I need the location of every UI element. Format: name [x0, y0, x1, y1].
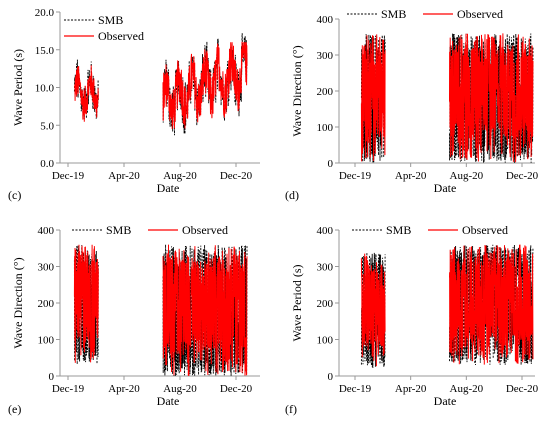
chart-d-y-tick-label: 100 — [317, 122, 334, 134]
chart-e-y-tick-label: 300 — [38, 262, 55, 274]
chart-e-legend-smb-label: SMB — [106, 223, 131, 237]
chart-e-y-tick-label: 200 — [38, 298, 55, 310]
chart-f-x-tick-label: Dec-19 — [339, 383, 372, 395]
chart-c-panel-label: (c) — [8, 188, 21, 202]
chart-d-series-observed-seg1 — [360, 34, 386, 162]
chart-d-panel-label: (d) — [285, 188, 299, 202]
chart-f-legend-smb-label: SMB — [386, 223, 411, 237]
chart-c-y-tick-label: 10.0 — [35, 83, 55, 95]
chart-f-y-axis-label: Wave Period (s) — [290, 264, 304, 341]
chart-c-y-axis-label: Wave Period (s) — [11, 49, 25, 126]
chart-e-legend-observed-label: Observed — [182, 223, 228, 237]
chart-c-x-axis-label: Date — [157, 181, 180, 195]
chart-e-x-axis-label: Date — [157, 394, 180, 408]
chart-f-y-tick-label: 300 — [317, 262, 334, 274]
chart-d-y-axis-label: Wave Direction (°) — [290, 45, 304, 136]
chart-f-series-observed-seg1 — [360, 253, 386, 367]
chart-e-series-observed-seg1 — [73, 244, 99, 363]
chart-c-y-tick-label: 15.0 — [35, 45, 55, 57]
chart-d-y-tick-label: 300 — [317, 50, 334, 62]
chart-d-legend-observed-label: Observed — [457, 7, 503, 21]
chart-c-x-tick-label: Dec-20 — [220, 170, 253, 182]
chart-f-y-tick-label: 100 — [317, 335, 334, 347]
chart-e-x-tick-label: Aug-20 — [163, 383, 197, 395]
chart-d-x-tick-label: Apr-20 — [395, 170, 427, 182]
chart-d-x-tick-label: Aug-20 — [450, 170, 484, 182]
chart-e-y-tick-label: 400 — [38, 225, 55, 237]
chart-e-panel-label: (e) — [8, 402, 21, 416]
chart-c-legend-smb-label: SMB — [98, 13, 123, 27]
chart-e-x-tick-label: Dec-20 — [220, 383, 253, 395]
chart-f-x-tick-label: Apr-20 — [395, 383, 427, 395]
chart-c-y-tick-label: 20.0 — [35, 7, 55, 19]
chart-e-y-tick-label: 0 — [49, 371, 55, 383]
chart-c-x-tick-label: Aug-20 — [163, 170, 197, 182]
chart-f-y-tick-label: 200 — [317, 298, 334, 310]
chart-d-x-tick-label: Dec-20 — [506, 170, 539, 182]
chart-f-x-tick-label: Dec-20 — [506, 383, 539, 395]
chart-f-series-observed-seg2 — [449, 244, 534, 365]
chart-e-y-tick-label: 100 — [38, 335, 55, 347]
chart-d-y-tick-label: 400 — [317, 14, 334, 26]
chart-d-legend-smb-label: SMB — [381, 7, 406, 21]
chart-e-series-observed-seg2 — [162, 244, 248, 376]
chart-c-x-tick-label: Dec-19 — [52, 170, 85, 182]
chart-e-y-axis-label: Wave Direction (°) — [11, 257, 25, 348]
chart-d-y-tick-label: 200 — [317, 86, 334, 98]
chart-c-series-observed-seg1 — [73, 65, 99, 122]
chart-f-x-tick-label: Aug-20 — [450, 383, 484, 395]
chart-c-x-tick-label: Apr-20 — [108, 170, 140, 182]
chart-d-y-tick-label: 0 — [328, 158, 334, 170]
chart-f-y-tick-label: 0 — [328, 371, 334, 383]
chart-d-series-observed-seg2 — [449, 33, 534, 163]
chart-f-legend-observed-label: Observed — [462, 223, 508, 237]
chart-f-x-axis-label: Date — [434, 394, 457, 408]
chart-c-series-observed-seg2 — [162, 41, 248, 130]
chart-f-y-tick-label: 400 — [317, 225, 334, 237]
chart-c-legend-observed-label: Observed — [98, 29, 144, 43]
chart-c-y-tick-label: 0.0 — [40, 158, 54, 170]
chart-e-x-tick-label: Dec-19 — [52, 383, 85, 395]
chart-d-x-axis-label: Date — [434, 181, 457, 195]
chart-f-panel-label: (f) — [285, 402, 297, 416]
chart-c-y-tick-label: 5.0 — [40, 120, 54, 132]
chart-d-x-tick-label: Dec-19 — [339, 170, 372, 182]
chart-e-x-tick-label: Apr-20 — [108, 383, 140, 395]
